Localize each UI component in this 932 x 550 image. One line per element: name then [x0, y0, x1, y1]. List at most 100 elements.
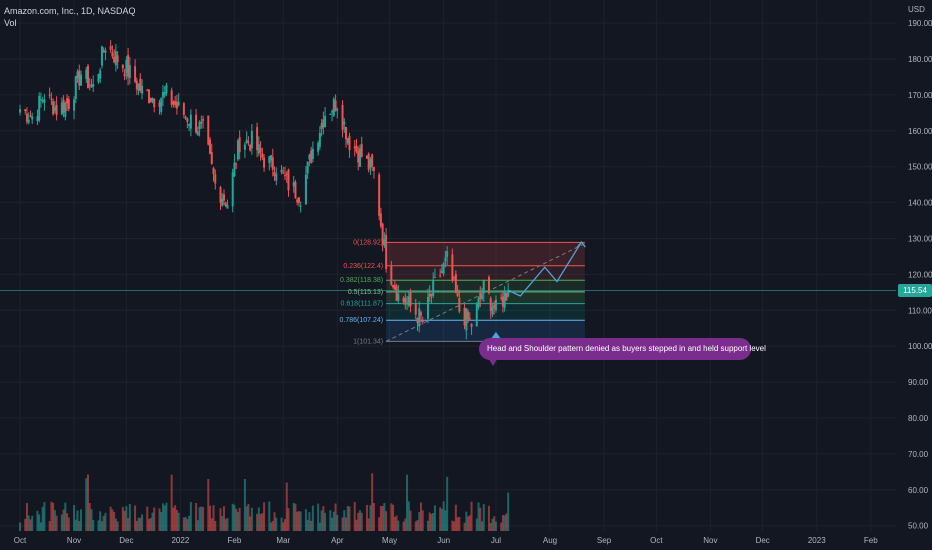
x-tick-label: Apr [331, 536, 344, 545]
candle-body [102, 50, 105, 52]
candle-body [378, 174, 381, 216]
candle-body [348, 135, 351, 150]
volume-bar [113, 512, 116, 531]
volume-bar [287, 508, 290, 531]
volume-bar [182, 517, 185, 531]
volume-bar [317, 503, 320, 531]
volume-bar [186, 519, 189, 531]
candle-body [259, 148, 262, 153]
candle-body [48, 94, 51, 96]
candle-body [467, 311, 470, 320]
candle-body [153, 98, 156, 108]
volume-bar [418, 512, 421, 531]
volume-bar [121, 507, 124, 531]
volume-bar [139, 517, 142, 531]
fibonacci-retracement[interactable]: 0(128.92) 0.236(122.4) 0.382(118.38) 0.5(11… [340, 239, 586, 345]
candle-body [409, 291, 412, 307]
volume-bar [444, 510, 447, 531]
volume-bar [125, 506, 128, 531]
candle-body [310, 150, 313, 164]
volume-bar [127, 517, 130, 531]
annotation-callout[interactable]: Head and Shoulder pattern denied as buye… [479, 338, 766, 360]
candle-body [421, 320, 424, 322]
candle-body [491, 306, 494, 315]
candle-body [53, 107, 56, 112]
candle-body [304, 174, 307, 205]
volume-bar [19, 522, 21, 531]
volume-bar [76, 510, 79, 531]
candle-body [428, 293, 431, 297]
volume-bar [165, 502, 168, 531]
volume-bar [151, 512, 154, 531]
current-price-tag: 115.54 [898, 283, 932, 297]
volume-bar [280, 517, 283, 531]
candle-body [475, 303, 478, 327]
candle-body [500, 297, 503, 299]
y-tick-label: 120.00 [908, 270, 932, 279]
volume-bar [74, 519, 77, 531]
x-tick-label: Oct [14, 536, 27, 545]
candle-body [163, 92, 166, 96]
y-tick-label: 80.00 [908, 414, 929, 423]
volume-bar [414, 521, 417, 531]
volume-bar [36, 510, 39, 531]
volume-bar [99, 511, 102, 531]
candle-body [149, 97, 152, 103]
volume-bar [428, 512, 431, 531]
candle-body [247, 141, 250, 143]
x-tick-label: 2023 [808, 536, 826, 545]
volume-bar [123, 510, 126, 531]
price-axis[interactable]: USD 50.00 60.00 70.00 80.00 90.00 100.00 110.00… [896, 0, 932, 550]
candle-body [456, 290, 459, 297]
volume-bar [383, 503, 386, 531]
candle-body [367, 153, 370, 170]
volume-bar [494, 521, 497, 531]
volume-bar [402, 521, 405, 531]
x-tick-label: Nov [703, 536, 717, 545]
volume-bar [86, 474, 89, 531]
candle-body [52, 101, 55, 115]
candle-body [397, 293, 400, 301]
x-tick-label: Sep [597, 536, 612, 545]
volume-bar [221, 516, 224, 531]
candle-body [406, 302, 409, 304]
volume-bar [294, 503, 297, 531]
fib-level-label: 0.236(122.4) [343, 263, 383, 270]
candle-body [292, 182, 295, 187]
candle-body [275, 174, 278, 181]
candle-body [297, 197, 300, 203]
candle-body [336, 109, 339, 111]
volume-bar [256, 513, 259, 531]
volume-bar [334, 503, 337, 531]
volume-bar [163, 505, 166, 531]
candle-body [88, 84, 91, 86]
volume-bar [263, 502, 266, 531]
volume-bar [409, 510, 412, 531]
fib-zone [386, 291, 585, 304]
candle-body [151, 98, 154, 102]
symbol-title[interactable]: Amazon.com, Inc., 1D, NASDAQ [4, 6, 136, 16]
candle-body [209, 139, 212, 154]
candle-body [170, 90, 173, 105]
volume-bar [477, 502, 480, 531]
volume-bar [299, 511, 302, 531]
candle-body [332, 98, 335, 116]
volume-bar [304, 509, 307, 531]
volume-bar [100, 521, 103, 531]
candle-body [141, 85, 144, 94]
volume-bar [50, 501, 53, 531]
candle-body [41, 99, 44, 102]
volume-label[interactable]: Vol [4, 18, 17, 28]
candle-body [470, 323, 473, 327]
y-tick-label: 130.00 [908, 234, 932, 243]
candlesticks [19, 40, 510, 340]
candle-body [294, 181, 297, 198]
candle-body [123, 73, 126, 77]
projection-arrowhead [576, 241, 586, 248]
candle-body [212, 167, 215, 174]
candle-body [24, 109, 27, 111]
time-axis[interactable]: Oct Nov Dec 2022 Feb Mar Apr May Jun Jul Aug Sep Oct… [14, 536, 878, 545]
volume-bar [500, 522, 503, 531]
fib-level-label: 0.382(118.38) [340, 277, 383, 284]
